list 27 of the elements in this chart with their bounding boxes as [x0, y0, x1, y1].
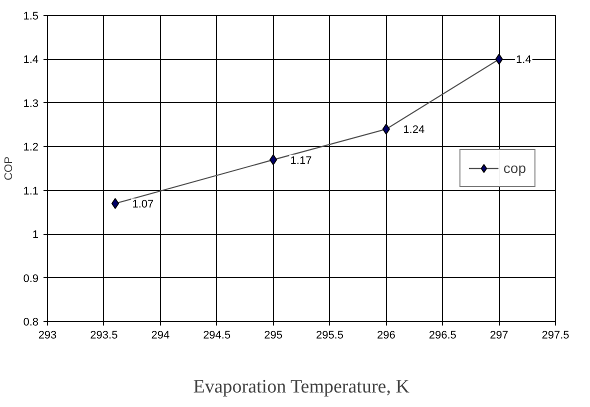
y-tick-label: 1.3	[23, 98, 39, 110]
point	[269, 154, 278, 166]
x-axis-title: Evaporation Temperature, K	[193, 376, 410, 398]
y-tick-label: 1.2	[23, 142, 39, 154]
y-tick-label: 1	[32, 229, 39, 242]
y-axis-title: COP	[3, 156, 16, 180]
y-tick-label: 0.9	[23, 272, 39, 285]
y-tick-label: 1.1	[23, 185, 39, 198]
y-tick-label: 1.4	[23, 54, 39, 66]
x-tick-label: 295.5	[316, 330, 344, 342]
x-tick-label: 295	[264, 330, 282, 342]
point	[111, 198, 120, 209]
data-label: 1.07	[132, 198, 154, 210]
x-tick-label: 297	[490, 330, 508, 342]
x-tick-label: 297.5	[542, 330, 570, 342]
x-tick-label: 293	[38, 330, 57, 342]
x-tick-label: 293.5	[90, 330, 118, 342]
x-tick-label: 296.5	[428, 330, 456, 342]
data-label: 1.4	[516, 54, 532, 66]
x-tick-label: 296	[376, 330, 396, 342]
x-tick-label: 294	[151, 330, 170, 342]
legend-label: cop	[503, 160, 526, 176]
data-label: 1.24	[403, 124, 425, 136]
y-tick-label: 0.8	[23, 316, 39, 328]
x-tick-label: 294.5	[203, 330, 231, 342]
y-tick-label: 1.5	[23, 10, 39, 22]
data-label: 1.17	[290, 154, 312, 167]
